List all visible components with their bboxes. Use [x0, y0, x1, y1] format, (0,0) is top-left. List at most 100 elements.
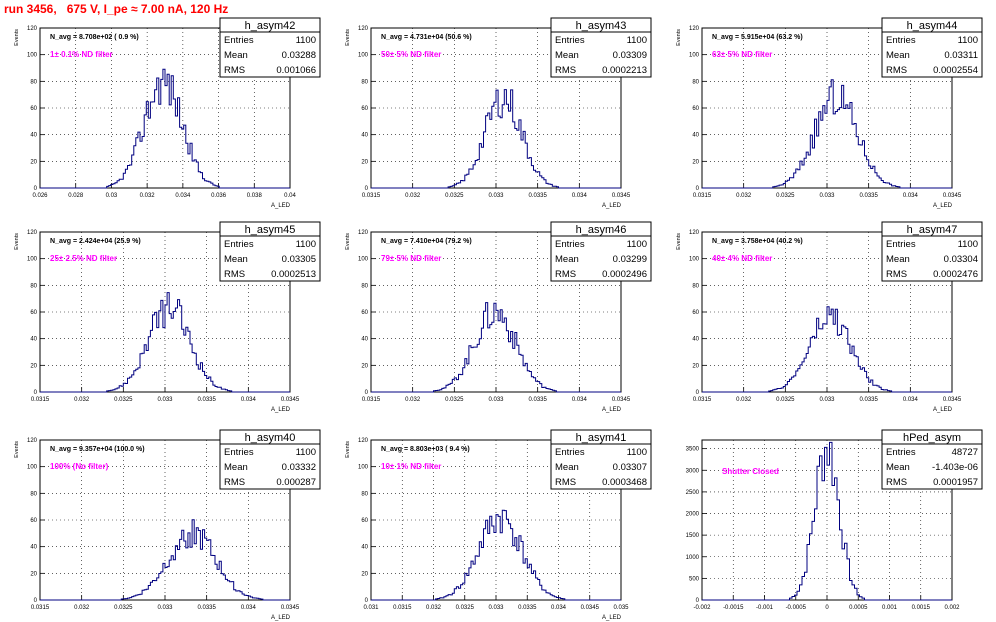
stats-label: Entries: [886, 35, 916, 46]
histogram-name: h_asym40: [245, 432, 296, 444]
stats-value: 0.03307: [613, 462, 647, 473]
filter-annotation: 1± 0.1% ND filter: [50, 50, 113, 59]
filter-annotation: 79± 5% ND filter: [381, 254, 441, 263]
x-tick-label: 0.034: [241, 605, 257, 611]
histogram-panel: 0.0315 0.032 0.0325 0.033 0.0335 0.034 0.0345 0…: [14, 221, 321, 413]
x-tick-label: 0.0335: [528, 193, 547, 199]
histogram-line: [702, 441, 952, 601]
stats-value: 0.001066: [276, 65, 316, 76]
y-tick-label: 120: [27, 26, 38, 32]
stats-value: 1100: [296, 447, 316, 458]
y-tick-label: 80: [692, 283, 699, 289]
stats-label: RMS: [224, 269, 245, 280]
x-tick-label: 0.032: [405, 193, 421, 199]
stats-label: Entries: [555, 447, 585, 458]
x-tick-label: 0.0345: [943, 193, 962, 199]
y-tick-label: 20: [361, 571, 368, 577]
x-tick-label: 0.034: [903, 397, 919, 403]
x-tick-label: 0.032: [736, 193, 752, 199]
y-axis-label: Events: [14, 233, 20, 250]
y-tick-label: 60: [361, 310, 368, 316]
y-tick-label: 500: [689, 576, 700, 582]
histogram-name: h_asym45: [245, 224, 296, 236]
stats-value: 1100: [958, 35, 978, 46]
x-tick-label: 0.034: [572, 397, 588, 403]
y-tick-label: 3500: [686, 447, 700, 453]
stats-value: 0.0003468: [602, 477, 647, 488]
n-avg-label: N_avg = 5.915e+04 (63.2 %): [712, 34, 803, 41]
stats-box: [550, 429, 652, 490]
stats-label: RMS: [886, 65, 907, 76]
y-tick-label: 20: [692, 159, 699, 165]
stats-box: [881, 17, 983, 78]
stats-label: Mean: [555, 254, 579, 265]
x-tick-label: 0.034: [572, 193, 588, 199]
y-tick-label: 0: [365, 390, 369, 396]
x-axis-label: A_LED: [271, 407, 291, 413]
x-tick-label: 0.0325: [445, 397, 464, 403]
stats-label: Entries: [555, 239, 585, 250]
n-avg-label: N_avg = 4.731e+04 (50.6 %): [381, 34, 472, 41]
y-tick-label: 20: [361, 363, 368, 369]
x-tick-label: 0.033: [157, 397, 173, 403]
x-tick-label: 0.0315: [693, 193, 712, 199]
x-tick-label: 0.032: [140, 193, 156, 199]
x-tick-label: 0.0345: [943, 397, 962, 403]
stats-value: 1100: [627, 239, 647, 250]
histogram-line: [702, 306, 952, 393]
y-tick-label: 120: [358, 230, 369, 236]
stats-label: Mean: [224, 50, 248, 61]
y-tick-label: 0: [696, 186, 700, 192]
x-tick-label: 0.034: [175, 193, 191, 199]
x-tick-label: 0.032: [74, 605, 90, 611]
stats-label: Entries: [224, 239, 254, 250]
n-avg-label: N_avg = 3.758e+04 (40.2 %): [712, 238, 803, 245]
x-tick-label: 0.0325: [776, 397, 795, 403]
x-tick-label: 0.0335: [528, 397, 547, 403]
stats-label: RMS: [555, 65, 576, 76]
y-axis-label: Events: [345, 233, 351, 250]
stats-box: [550, 221, 652, 282]
y-tick-label: 100: [27, 53, 38, 59]
stats-label: RMS: [555, 477, 576, 488]
x-tick-label: 0.033: [488, 193, 504, 199]
y-tick-label: 80: [30, 283, 37, 289]
stats-label: Mean: [224, 462, 248, 473]
y-tick-label: 40: [30, 337, 37, 343]
y-tick-label: 120: [358, 26, 369, 32]
y-tick-label: 40: [361, 337, 368, 343]
x-tick-label: 0.032: [736, 397, 752, 403]
x-tick-label: 0.0315: [393, 605, 412, 611]
stats-label: Entries: [886, 239, 916, 250]
stats-value: 1100: [296, 239, 316, 250]
y-tick-label: 20: [30, 363, 37, 369]
stats-box: [881, 221, 983, 282]
y-tick-label: 0: [696, 390, 700, 396]
y-tick-label: 0: [34, 186, 38, 192]
x-tick-label: 0.034: [903, 193, 919, 199]
y-tick-label: 60: [361, 106, 368, 112]
y-tick-label: 80: [30, 79, 37, 85]
stats-label: RMS: [555, 269, 576, 280]
y-tick-label: 100: [689, 257, 700, 263]
y-tick-label: 40: [692, 337, 699, 343]
y-tick-label: 0: [365, 598, 369, 604]
x-axis-label: A_LED: [271, 615, 291, 621]
stats-value: 0.03311: [944, 50, 978, 61]
stats-value: 0.0002476: [933, 269, 978, 280]
x-axis-label: A_LED: [933, 407, 953, 413]
y-axis-label: Events: [14, 441, 20, 458]
stats-value: 0.0002554: [933, 65, 978, 76]
y-tick-label: 120: [27, 438, 38, 444]
x-tick-label: 0.0315: [362, 397, 381, 403]
stats-label: RMS: [886, 269, 907, 280]
stats-label: Entries: [886, 447, 916, 458]
x-tick-label: 0.0335: [197, 397, 216, 403]
n-avg-label: N_avg = 2.424e+04 (25.9 %): [50, 238, 141, 245]
x-tick-label: 0.0345: [281, 397, 300, 403]
stats-value: 1100: [627, 447, 647, 458]
y-tick-label: 100: [27, 465, 38, 471]
y-tick-label: 60: [30, 518, 37, 524]
x-tick-label: 0.0315: [31, 605, 50, 611]
stats-label: RMS: [224, 477, 245, 488]
